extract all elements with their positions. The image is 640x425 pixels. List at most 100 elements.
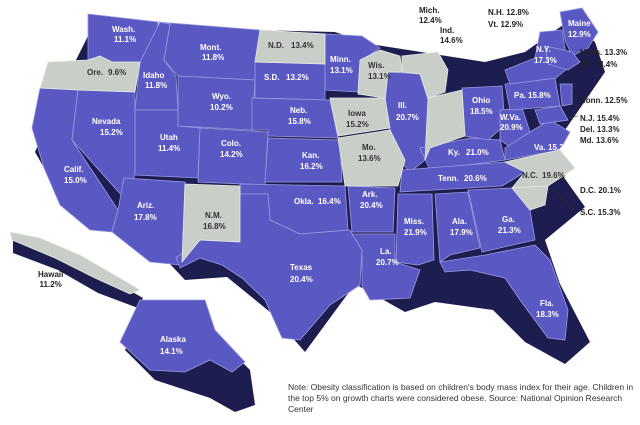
label-ariz-value: 17.8%	[134, 213, 157, 222]
state-ga	[467, 187, 536, 253]
label-ky-name: Ky.	[448, 148, 460, 157]
label-mo-value: 13.6%	[358, 154, 381, 163]
label-vt-value: 12.9%	[500, 20, 524, 29]
state-ind	[424, 89, 466, 161]
label-fla-name: Fla.	[540, 299, 554, 308]
state-fla	[439, 244, 569, 341]
label-neb-value: 15.8%	[288, 117, 311, 126]
label-ill-name: Ill.	[398, 101, 407, 110]
label-miss-value: 21.9%	[404, 228, 427, 237]
label-ind: Ind. 14.6%	[440, 26, 463, 46]
label-ri: R.I. 14.4%	[580, 60, 617, 70]
label-idaho-name: Idaho	[143, 71, 164, 80]
label-utah-value: 11.4%	[158, 144, 180, 153]
label-ore-value: 9.6%	[108, 68, 126, 77]
label-sc-value: 15.3%	[597, 208, 621, 217]
label-iowa-name: Iowa	[348, 109, 366, 118]
label-ga-name: Ga.	[502, 215, 515, 224]
leader-lines	[551, 85, 579, 211]
state-ariz	[111, 177, 186, 266]
label-del: Del. 13.3%	[580, 125, 620, 135]
label-alaska-value: 14.1%	[160, 347, 183, 356]
label-nm-value: 16.8%	[203, 222, 226, 231]
label-nd-value: 13.4%	[291, 41, 314, 50]
label-ind-name: Ind.	[440, 26, 455, 35]
state-kan	[264, 137, 343, 183]
state-neb	[251, 97, 339, 139]
label-ill-value: 20.7%	[396, 113, 419, 122]
label-ky-value: 21.0%	[466, 148, 489, 157]
label-texas-name: Texas	[290, 263, 313, 272]
label-ohio-value: 18.5%	[470, 107, 493, 116]
label-ri-name: R.I.	[580, 60, 593, 69]
label-nevada-name: Nevada	[92, 117, 121, 126]
label-md-value: 13.6%	[596, 136, 619, 145]
label-texas-value: 20.4%	[290, 275, 313, 284]
label-wash-name: Wash.	[112, 25, 135, 34]
label-idaho-value: 11.8%	[145, 81, 167, 90]
label-miss-name: Miss.	[404, 217, 424, 226]
label-maine-name: Maine	[568, 19, 591, 28]
states-high	[31, 7, 599, 373]
label-nj-name: N.J.	[580, 114, 595, 123]
label-md-name: Md.	[580, 136, 594, 145]
label-hawaii-value: 11.2%	[39, 280, 62, 289]
label-ind-value: 14.6%	[440, 36, 463, 45]
label-ala-name: Ala.	[452, 217, 467, 226]
label-alaska-name: Alaska	[160, 335, 186, 344]
label-va-name: Va.	[534, 143, 546, 152]
label-minn-value: 13.1%	[330, 66, 353, 75]
state-tenn	[399, 161, 526, 193]
label-ala-value: 17.9%	[450, 228, 473, 237]
label-va-value: 15.2%	[548, 143, 571, 152]
label-mich-value: 12.4%	[419, 16, 442, 25]
state-ny	[504, 29, 569, 85]
state-nm	[181, 183, 241, 264]
label-sd-name: S.D.	[264, 73, 280, 82]
state-ky	[419, 137, 506, 171]
label-nd-name: N.D.	[268, 41, 284, 50]
label-md: Md. 13.6%	[580, 136, 619, 146]
label-hawaii-name: Hawaii	[38, 270, 64, 279]
label-mass-value: 13.3%	[604, 48, 628, 57]
label-hawaii: Hawaii 11.2%	[38, 270, 63, 290]
label-ariz-name: Ariz.	[137, 201, 154, 210]
state-mich	[401, 51, 449, 99]
state-la	[351, 233, 421, 301]
label-ohio-name: Ohio	[472, 96, 490, 105]
label-wis-value: 13.1%	[368, 72, 391, 81]
state-new-england	[544, 45, 581, 71]
label-dc-name: D.C.	[580, 186, 596, 195]
label-ny-name: N.Y.	[536, 45, 551, 54]
label-vt: Vt. 12.9%	[488, 20, 523, 30]
label-pa-name: Pa.	[514, 91, 526, 100]
label-nc-name: N.C.	[522, 171, 538, 180]
states-low	[9, 29, 576, 295]
label-iowa-value: 15.2%	[346, 120, 369, 129]
label-ark-value: 20.4%	[360, 201, 383, 210]
label-wyo-name: Wyo.	[212, 92, 231, 101]
label-kan-value: 16.2%	[300, 162, 323, 171]
label-kan-name: Kan.	[302, 151, 319, 160]
label-sd-value: 13.2%	[286, 73, 309, 82]
label-mass-name: Mass.	[580, 48, 603, 57]
label-nh-value: 12.8%	[506, 8, 529, 17]
state-iowa	[329, 97, 391, 137]
label-conn: Conn. 12.5%	[580, 96, 628, 106]
label-ore-name: Ore.	[87, 68, 103, 77]
label-colo-name: Colo.	[221, 139, 241, 148]
label-ga-value: 21.3%	[498, 226, 521, 235]
label-del-value: 13.3%	[596, 125, 620, 134]
label-minn-name: Minn.	[330, 55, 351, 64]
state-nj	[559, 83, 573, 107]
state-md	[534, 105, 569, 125]
label-nj: N.J. 15.4%	[580, 114, 620, 124]
label-okla-value: 16.4%	[318, 197, 341, 206]
label-mont-name: Mont.	[200, 43, 221, 52]
label-la-name: La.	[380, 247, 392, 256]
source-note: Note: Obesity classification is based on…	[288, 382, 634, 414]
label-sc: S.C. 15.3%	[580, 208, 620, 218]
label-nh: N.H. 12.8%	[488, 8, 529, 18]
state-mo	[337, 129, 406, 187]
